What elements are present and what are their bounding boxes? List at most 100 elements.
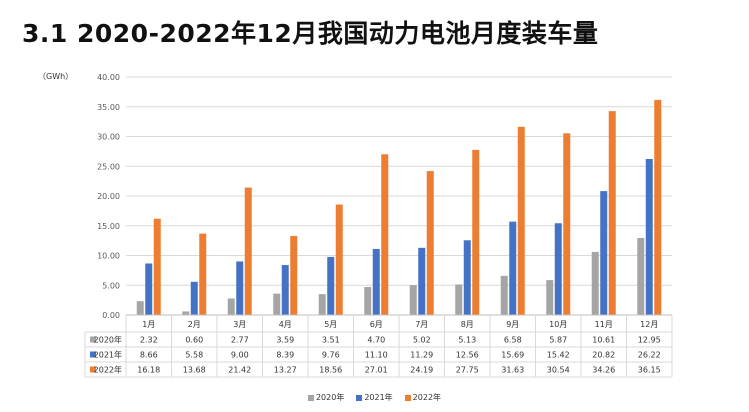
bar [244,187,252,315]
table-cell-value: 9.00 [231,351,249,360]
x-tick-label: 1月 [142,320,155,329]
x-tick-label: 7月 [415,320,428,329]
y-tick-label: 10.00 [97,252,120,261]
table-cell-value: 24.19 [410,366,433,375]
bar [273,293,281,315]
table-cell-value: 4.70 [367,336,385,345]
bar [190,281,198,315]
bar [153,218,161,315]
table-cell-value: 21.42 [228,366,251,375]
legend-item-2021: 2021年 [356,392,393,403]
table-cell-value: 34.26 [592,366,615,375]
bar [509,221,517,315]
bar [654,99,662,315]
table-cell-value: 2.77 [231,336,249,345]
table-cell-value: 5.87 [549,336,567,345]
table-cell-value: 15.42 [547,351,570,360]
x-tick-label: 12月 [640,320,658,329]
table-cell-value: 5.13 [458,336,476,345]
y-tick-label: 35.00 [97,103,120,112]
y-tick-label: 40.00 [97,73,120,82]
table-cell-value: 5.02 [413,336,431,345]
table-legend-key [90,351,96,358]
legend-label-2020: 2020年 [315,393,345,402]
bar [554,223,562,315]
table-cell-value: 12.56 [456,351,479,360]
table-cell-value: 10.61 [592,336,615,345]
bar [563,133,571,315]
legend-swatch-2022 [404,394,411,401]
bar [199,233,207,315]
y-tick-label: 0.00 [102,311,120,320]
bar [637,237,645,315]
y-tick-label: 15.00 [97,222,120,231]
table-cell-value: 12.95 [638,336,661,345]
bar [335,204,343,315]
x-tick-label: 4月 [279,320,292,329]
table-cell-value: 2.32 [140,336,158,345]
bar [608,111,616,315]
bar [472,149,480,315]
bar [372,248,380,315]
bar [290,236,298,315]
x-tick-label: 6月 [370,320,383,329]
bar [145,263,153,315]
y-tick-label: 25.00 [97,162,120,171]
bar [236,261,244,315]
table-cell-value: 18.56 [319,366,342,375]
x-tick-label: 5月 [324,320,337,329]
table-cell-value: 8.39 [276,351,294,360]
x-tick-label: 3月 [233,320,246,329]
bar [463,240,471,315]
table-cell-value: 30.54 [547,366,570,375]
bar [591,251,599,315]
table-series-label: 2022年 [94,365,122,375]
table-cell-value: 3.59 [276,336,294,345]
legend-item-2020: 2020年 [307,392,345,403]
x-tick-label: 11月 [595,320,613,329]
table-legend-key [90,366,96,373]
bar [136,301,144,315]
y-tick-label: 5.00 [102,281,120,290]
legend-item-2022: 2022年 [404,392,442,403]
x-tick-label: 10月 [549,320,567,329]
unit-label: （GWh） [38,72,74,81]
table-cell-value: 5.58 [185,351,203,360]
table-legend-key [90,336,96,343]
bar [455,284,463,315]
bar [281,265,289,315]
x-tick-label: 8月 [461,320,474,329]
bar [600,191,608,315]
legend-swatch-2020 [307,394,314,401]
legend-label-2022: 2022年 [412,393,442,402]
table-cell-value: 16.18 [137,366,160,375]
slide-title: 3.1 2020-2022年12月我国动力电池月度装车量 [22,19,599,48]
bar [409,285,417,315]
table-cell-value: 31.63 [501,366,524,375]
table-series-label: 2020年 [94,335,122,345]
table-cell-value: 3.51 [322,336,340,345]
table-cell-value: 8.66 [140,351,158,360]
table-cell-value: 13.68 [183,366,206,375]
bar [546,280,554,315]
table-cell-value: 27.75 [456,366,479,375]
bar [327,256,335,315]
bar [426,171,434,315]
bar [645,158,653,315]
x-tick-label: 2月 [188,320,201,329]
table-cell-value: 27.01 [365,366,388,375]
table-series-label: 2021年 [94,350,122,360]
table-cell-value: 11.29 [410,351,433,360]
legend: 2020年 2021年 2022年 [0,392,749,403]
table-cell-value: 0.60 [185,336,203,345]
x-tick-label: 9月 [506,320,519,329]
y-tick-label: 20.00 [97,192,120,201]
table-cell-value: 6.58 [504,336,522,345]
table-cell-value: 11.10 [365,351,388,360]
bar [517,126,525,315]
table-cell-value: 20.82 [592,351,615,360]
y-tick-label: 30.00 [97,133,120,142]
bar [318,294,326,315]
legend-swatch-2021 [356,394,363,401]
